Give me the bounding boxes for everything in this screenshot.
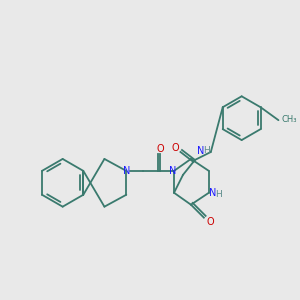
Text: N: N — [169, 166, 177, 176]
Text: O: O — [171, 143, 179, 153]
Text: N: N — [209, 188, 217, 198]
Text: N: N — [123, 166, 130, 176]
Text: O: O — [206, 217, 214, 226]
Text: H: H — [215, 190, 222, 199]
Text: N: N — [197, 146, 205, 156]
Text: CH₃: CH₃ — [281, 115, 297, 124]
Text: H: H — [203, 146, 210, 155]
Text: O: O — [156, 144, 164, 154]
